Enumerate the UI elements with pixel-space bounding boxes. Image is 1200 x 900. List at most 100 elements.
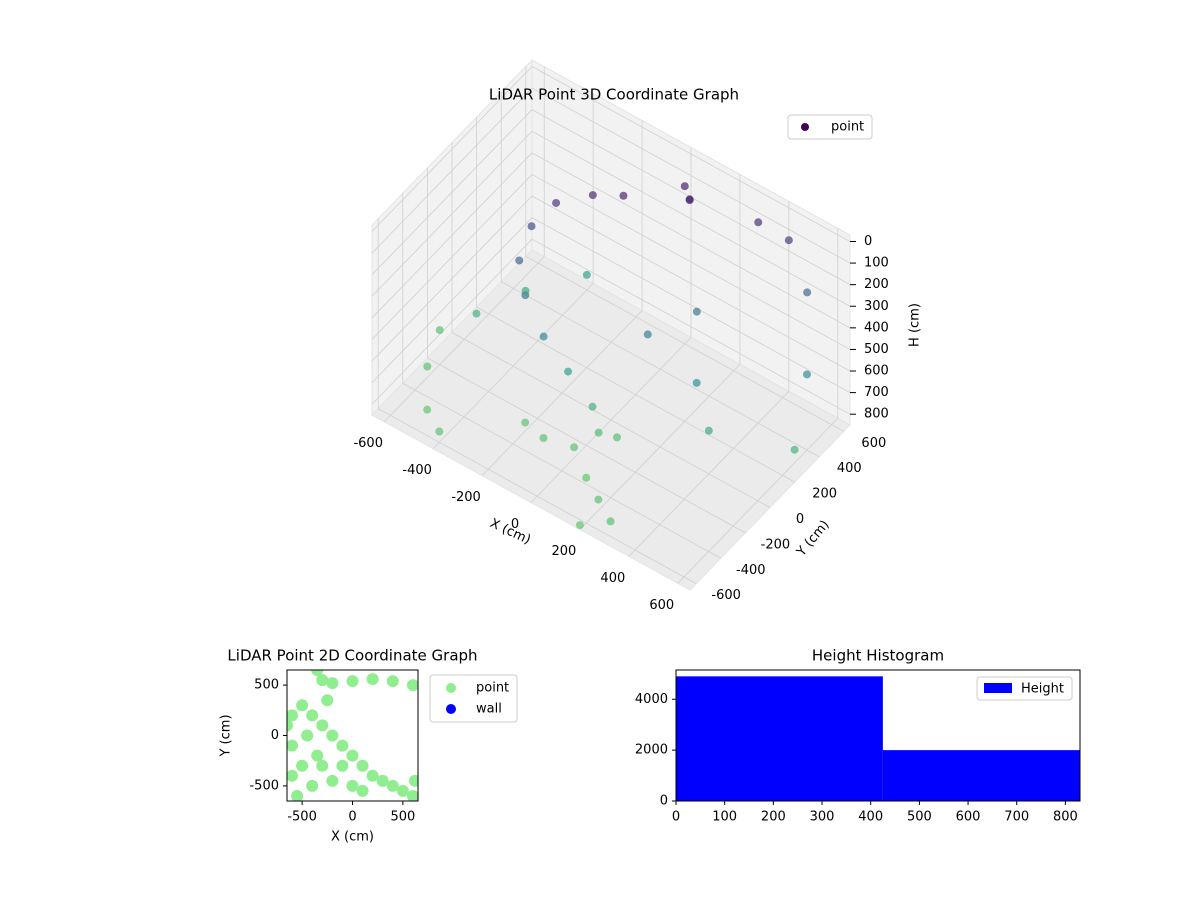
grid-line xyxy=(531,66,851,242)
point xyxy=(692,307,701,316)
grid-line xyxy=(377,408,697,585)
z-tick-label: 300 xyxy=(864,299,889,314)
legend-marker xyxy=(446,683,456,693)
point xyxy=(692,378,701,387)
point xyxy=(515,256,524,265)
point xyxy=(321,694,334,707)
y-tick-label: 600 xyxy=(861,436,886,451)
point xyxy=(356,784,369,797)
point xyxy=(336,739,349,752)
point xyxy=(803,288,812,297)
x-tick-label: 200 xyxy=(552,544,577,559)
point xyxy=(408,774,418,787)
x-tick-label: 0 xyxy=(348,810,356,825)
y-tick-label: 0 xyxy=(660,794,668,809)
y-tick-label: 0 xyxy=(796,512,804,527)
point xyxy=(316,719,329,732)
bar xyxy=(676,676,883,801)
y-tick-label: 2000 xyxy=(635,743,668,758)
point xyxy=(423,405,432,414)
z-axis-label: H (cm) xyxy=(908,303,923,347)
point xyxy=(336,759,349,772)
grid-line xyxy=(501,281,820,458)
point xyxy=(386,779,399,792)
grid-line xyxy=(371,174,533,340)
point xyxy=(521,418,530,427)
grid-line xyxy=(531,130,851,307)
x-tick-label: 600 xyxy=(649,598,674,613)
grid-line xyxy=(427,357,746,534)
z-tick-label: 0 xyxy=(864,234,872,249)
point xyxy=(287,739,299,752)
legend-box xyxy=(976,676,1073,701)
axes-frame xyxy=(675,669,1081,802)
point xyxy=(643,330,652,339)
point xyxy=(366,673,379,686)
point xyxy=(570,443,579,452)
legend-label: Height xyxy=(1021,682,1064,697)
grid-line xyxy=(371,109,533,275)
point xyxy=(435,427,444,436)
x-tick-label: -600 xyxy=(353,436,383,451)
x-tick-label: 700 xyxy=(1004,810,1029,825)
point xyxy=(287,769,299,782)
grid-line xyxy=(402,382,721,559)
point xyxy=(784,236,793,245)
point xyxy=(406,789,418,801)
point xyxy=(521,286,530,295)
z-tick-label: 600 xyxy=(864,364,889,379)
z-tick-label: 400 xyxy=(864,320,889,335)
x-tick-label: -200 xyxy=(451,490,481,505)
point xyxy=(316,674,329,687)
point xyxy=(287,719,293,732)
z-tick-label: 700 xyxy=(864,385,889,400)
grid-line xyxy=(531,238,851,415)
grid-line xyxy=(531,195,851,372)
x-tick-label: 0 xyxy=(672,810,680,825)
grid-line xyxy=(531,152,851,329)
point xyxy=(406,679,418,692)
point xyxy=(326,677,339,690)
y-tick-label: -400 xyxy=(736,563,766,578)
point xyxy=(296,759,309,772)
grid-line xyxy=(371,195,533,362)
point xyxy=(306,709,319,722)
point xyxy=(613,433,621,442)
legend-marker xyxy=(801,123,809,131)
point xyxy=(552,198,561,207)
legend-swatch xyxy=(984,683,1012,693)
chart-title: Height Histogram xyxy=(812,647,944,665)
point xyxy=(685,196,694,205)
chart-title: LiDAR Point 3D Coordinate Graph xyxy=(489,86,739,104)
z-tick-label: 500 xyxy=(864,342,889,357)
x-tick-label: 100 xyxy=(712,810,737,825)
y-tick-label: -200 xyxy=(761,537,791,552)
y-tick-label: -500 xyxy=(249,778,279,793)
point xyxy=(588,191,597,200)
legend-label: point xyxy=(476,681,509,696)
grid-line xyxy=(371,87,533,254)
y-axis-label: Y (cm) xyxy=(219,714,234,757)
chart-title: LiDAR Point 2D Coordinate Graph xyxy=(227,647,477,665)
point xyxy=(790,445,799,454)
y-tick-label: 400 xyxy=(837,461,862,476)
x-tick-label: 400 xyxy=(600,571,625,586)
point xyxy=(594,495,603,504)
point xyxy=(588,402,597,411)
grid-line xyxy=(531,217,851,393)
legend-marker xyxy=(446,704,456,714)
x-tick-label: 300 xyxy=(810,810,835,825)
y-tick-label: 500 xyxy=(254,678,279,693)
point xyxy=(539,332,548,341)
point xyxy=(346,779,359,792)
point xyxy=(435,326,444,335)
legend-label: wall xyxy=(476,702,502,717)
z-tick-label: 100 xyxy=(864,256,889,271)
point xyxy=(582,270,591,279)
grid-line xyxy=(371,152,533,319)
point xyxy=(606,517,615,526)
grid-line xyxy=(531,174,851,350)
point xyxy=(754,218,763,227)
legend-box xyxy=(787,114,873,140)
